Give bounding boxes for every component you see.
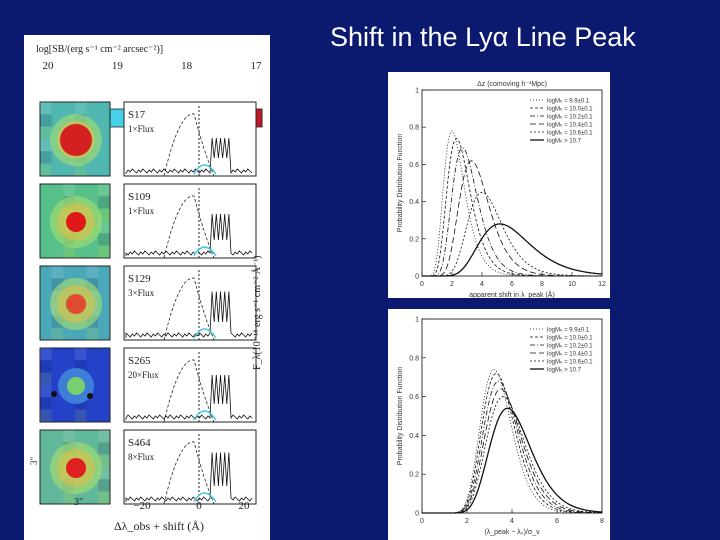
y-tick-label: 1 (415, 88, 419, 95)
object-row: S464 8×Flux (39, 429, 257, 505)
object-flux-label: 8×Flux (128, 452, 155, 462)
object-flux-label: 20×Flux (128, 370, 159, 380)
y-tick-label: 0 (415, 511, 419, 518)
x-axis-label: apparent shift in λ_peak (Å) (469, 290, 555, 298)
series-line (422, 407, 603, 514)
y-tick-label: 0.4 (409, 199, 419, 206)
legend-label: logMₕ > 10.7 (547, 368, 582, 374)
x-tick-label: 10 (568, 281, 576, 288)
y-tick-label: 0.2 (409, 236, 419, 243)
y-tick-label: 0.8 (409, 125, 419, 132)
x-tick-label: 4 (510, 518, 514, 525)
object-name-label: S129 (128, 273, 151, 285)
bottom-right-plot-panel: 0 2 4 6 8 0 0.2 0.4 0.6 0.8 1 (λ_peak − λ₀)/σ_v Prob… (388, 309, 610, 540)
object-thumbnail (39, 265, 111, 341)
series-line (422, 373, 603, 514)
series-line (422, 147, 602, 277)
object-name-label: S17 (128, 109, 146, 121)
object-spectrum (123, 265, 257, 341)
object-spectrum (123, 429, 257, 505)
spectrum-x-tick-label: 20 (239, 500, 251, 512)
colorbar-tick-labels: 20 19 18 17 (43, 60, 263, 72)
left-figure-panel: log[SB/(erg s⁻¹ cm⁻² arcsec⁻²)] 20 19 18 17… (24, 35, 270, 540)
object-thumbnail (39, 347, 111, 423)
y-tick-label: 0.8 (409, 355, 419, 362)
x-tick-label: 0 (420, 281, 424, 288)
legend-label: logMₕ = 10.6±0.1 (547, 131, 593, 137)
colorbar-tick-label: 20 (43, 60, 55, 72)
legend-label: logMₕ = 10.0±0.1 (547, 336, 593, 342)
object-spectrum (123, 101, 257, 177)
lya-shift-pdf-chart: 0 2 4 6 8 10 12 0 0.2 0.4 0.6 0.8 1 apparent shift in… (397, 81, 606, 298)
legend-label: logMₕ = 9.9±0.1 (547, 328, 590, 334)
object-spectrum (123, 183, 257, 259)
colorbar-tick-label: 19 (112, 60, 124, 72)
legend-label: logMₕ = 9.9±0.1 (547, 99, 590, 105)
legend-label: logMₕ = 10.4±0.1 (547, 352, 593, 358)
x-tick-label: 6 (555, 518, 559, 525)
y-tick-label: 0.6 (409, 394, 419, 401)
object-thumbnail (39, 429, 111, 505)
object-thumbnail (39, 101, 111, 177)
image-scale-y-label: 3" (29, 457, 39, 466)
thumbnail-spectra-figure: log[SB/(erg s⁻¹ cm⁻² arcsec⁻²)] 20 19 18 17… (29, 44, 263, 533)
spectrum-x-tick-label: 0 (196, 500, 202, 512)
x-axis-label: (λ_peak − λ₀)/σ_v (484, 529, 540, 536)
top-axis-label: Δz (comoving h⁻¹Mpc) (477, 81, 547, 88)
y-tick-label: 0 (415, 274, 419, 281)
x-tick-label: 2 (450, 281, 454, 288)
x-tick-label: 8 (540, 281, 544, 288)
colorbar-tick-label: 17 (251, 60, 263, 72)
image-scale-x-label: 3" (74, 497, 83, 508)
top-right-plot-panel: 0 2 4 6 8 10 12 0 0.2 0.4 0.6 0.8 1 apparent shift in… (388, 72, 610, 298)
series-line (422, 160, 602, 277)
series-line (422, 130, 602, 277)
x-tick-label: 12 (598, 281, 606, 288)
legend-label: logMₕ > 10.7 (547, 139, 582, 145)
x-tick-label: 4 (480, 281, 484, 288)
object-thumbnail (39, 183, 111, 259)
object-name-label: S109 (128, 191, 151, 203)
y-tick-label: 0.6 (409, 162, 419, 169)
legend-label: logMₕ = 10.6±0.1 (547, 360, 593, 366)
x-tick-label: 6 (510, 281, 514, 288)
spectrum-x-tick-label: −20 (133, 500, 151, 512)
object-row: S265 20×Flux (39, 347, 257, 423)
x-tick-label: 8 (600, 518, 604, 525)
colorbar-tick-label: 18 (181, 60, 193, 72)
object-row: S129 3×Flux (39, 265, 257, 341)
spectrum-x-axis-label: Δλ_obs + shift (Å) (114, 519, 204, 533)
normalized-shift-pdf-chart: 0 2 4 6 8 0 0.2 0.4 0.6 0.8 1 (λ_peak − λ₀)/σ_v Prob… (397, 317, 604, 537)
legend-label: logMₕ = 10.2±0.1 (547, 115, 593, 121)
y-tick-label: 0.2 (409, 472, 419, 479)
object-flux-label: 1×Flux (128, 124, 155, 134)
object-name-label: S265 (128, 355, 151, 367)
object-flux-label: 3×Flux (128, 288, 155, 298)
legend-label: logMₕ = 10.4±0.1 (547, 123, 593, 129)
y-axis-label: Probability Distribution Function (397, 367, 404, 466)
object-row: S17 1×Flux (39, 101, 257, 177)
legend-label: logMₕ = 10.0±0.1 (547, 107, 593, 113)
y-tick-label: 1 (415, 317, 419, 324)
object-name-label: S464 (128, 437, 151, 449)
colorbar-label: log[SB/(erg s⁻¹ cm⁻² arcsec⁻²)] (36, 44, 163, 55)
x-tick-label: 2 (465, 518, 469, 525)
series-line (422, 223, 603, 277)
plot-frame (421, 89, 603, 277)
legend-label: logMₕ = 10.2±0.1 (547, 344, 593, 350)
plot-frame (421, 318, 603, 514)
object-spectrum (123, 347, 257, 423)
object-row: S109 1×Flux (39, 183, 257, 259)
object-flux-label: 1×Flux (128, 206, 155, 216)
x-tick-label: 0 (420, 518, 424, 525)
flux-axis-label: F_λ(10⁻¹⁸ erg s⁻¹ cm⁻² Å⁻¹) (251, 255, 263, 370)
y-tick-label: 0.4 (409, 433, 419, 440)
y-axis-label: Probability Distribution Function (397, 134, 404, 233)
spectrum-x-tick-labels: −20 0 20 (133, 500, 250, 512)
object-rows: S17 1×Flux S109 1×Flux S129 3×Flux S265 20×Flux… (39, 101, 257, 505)
slide-title: Shift in the Lyα Line Peak (330, 22, 636, 52)
